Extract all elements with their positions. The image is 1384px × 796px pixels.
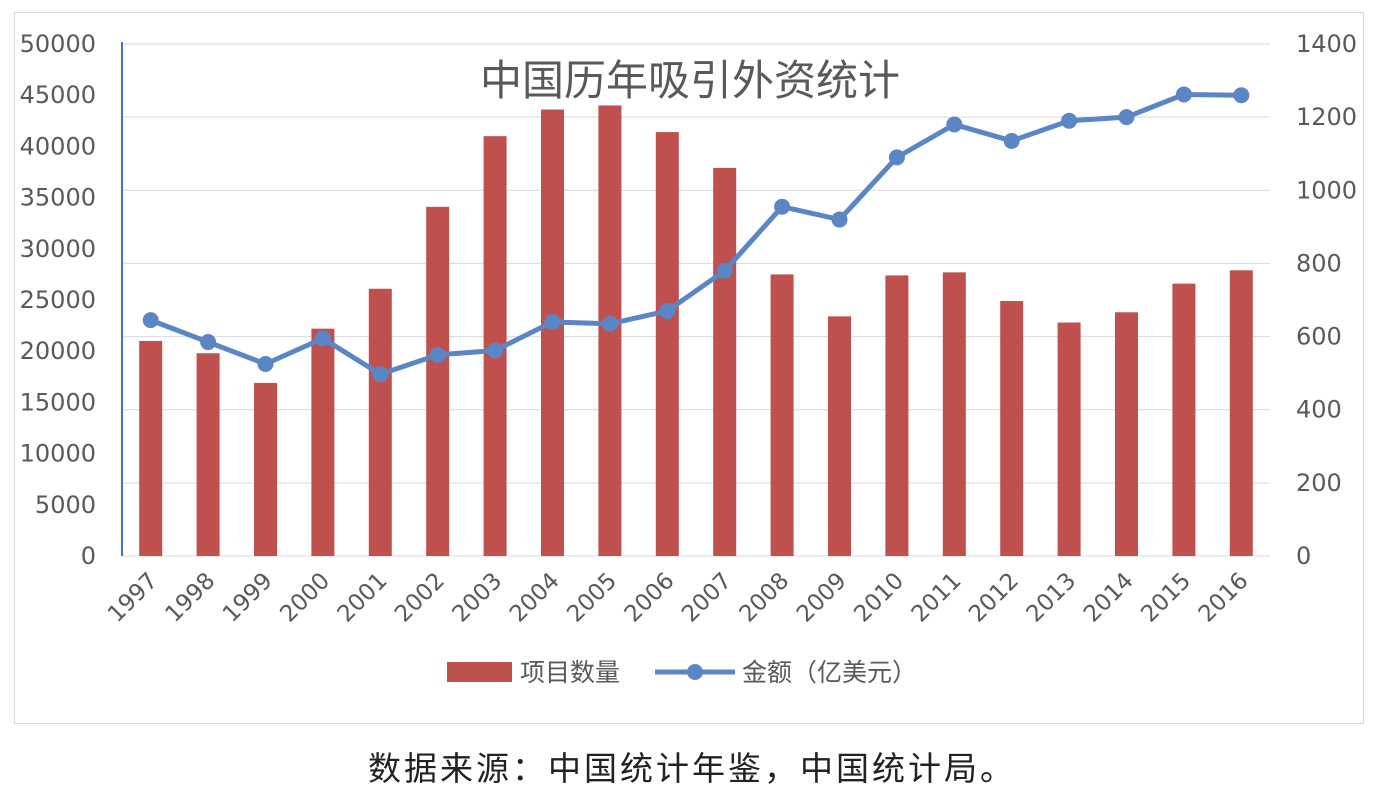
x-axis-tick-label: 2014 [1079,568,1139,628]
right-axis-tick-label: 0 [1296,542,1311,570]
bar [368,288,392,556]
chart-frame [14,12,1364,724]
line-point [1118,109,1135,126]
line-point [142,312,159,329]
left-axis-tick-label: 5000 [35,491,96,519]
x-axis-tick-label: 2013 [1022,568,1082,628]
bar [139,340,163,556]
x-axis-tick-label: 2000 [275,568,335,628]
line-point [1233,87,1250,104]
bar [828,316,851,556]
right-axis-tick-label: 800 [1296,249,1342,277]
bar [770,274,794,556]
line-series [142,86,1250,383]
x-axis-tick-label: 2003 [448,568,508,628]
bar-series [139,105,1253,557]
right-axis-tick-label: 1200 [1296,103,1357,131]
left-axis-tick-label: 30000 [20,235,96,263]
line-point [1003,132,1020,149]
left-axis-tick-label: 35000 [20,184,96,212]
x-axis-tick-label: 2012 [964,568,1024,628]
right-axis-tick-label: 1400 [1296,30,1357,58]
x-axis-tick-label: 2002 [390,568,450,628]
line-point [544,313,561,330]
axes: 0500010000150002000025000300003500040000… [20,30,1357,628]
bar [655,132,679,556]
line-point [946,116,963,133]
chart: 0500010000150002000025000300003500040000… [20,30,1357,687]
left-axis-tick-label: 50000 [20,30,96,58]
line-point [888,149,905,166]
bar [713,167,737,557]
bar [541,109,564,556]
line-series-path [148,91,1244,377]
bar [1229,270,1253,556]
bar [942,272,966,556]
line-point [774,198,791,215]
bar [1000,301,1024,556]
legend-line-marker [687,664,703,680]
line-point [429,346,446,363]
line-point [314,330,331,347]
line-point [831,211,848,228]
bar [196,353,220,556]
line-point [1061,112,1078,129]
x-axis-tick-label: 2001 [333,568,393,628]
line-point [659,302,676,319]
right-axis-tick-label: 400 [1296,396,1342,424]
line-point [1175,86,1192,103]
bar [885,275,909,556]
line-point [601,315,618,332]
x-axis-tick-label: 2015 [1136,568,1196,628]
x-axis-tick-label: 2008 [735,568,795,628]
bar [1172,283,1196,556]
line-point [200,334,217,351]
left-axis-tick-label: 20000 [20,337,96,365]
left-axis-tick-label: 0 [81,542,96,570]
x-axis-tick-label: 1997 [103,568,163,628]
legend-bar-label: 项目数量 [520,658,620,687]
right-axis-tick-label: 1000 [1296,176,1357,204]
line-point [372,366,389,383]
bar [1115,312,1138,556]
x-axis-tick-label: 2005 [562,568,622,628]
left-axis-tick-label: 10000 [20,440,96,468]
right-axis-tick-label: 200 [1296,469,1342,497]
line-point [487,342,504,359]
chart-title: 中国历年吸引外资统计 [480,56,900,105]
left-axis-tick-label: 25000 [20,286,96,314]
legend: 项目数量 金额（亿美元） [447,658,917,687]
x-axis-tick-label: 1998 [161,568,221,628]
right-axis-tick-label: 600 [1296,323,1342,351]
x-axis-tick-label: 2007 [677,568,737,628]
x-axis-tick-label: 2016 [1194,568,1254,628]
line-point [716,262,733,279]
x-axis-tick-label: 2011 [907,568,967,628]
left-axis-tick-label: 45000 [20,81,96,109]
bar [311,328,335,556]
left-axis-tick-label: 40000 [20,132,96,160]
x-axis-tick-label: 1999 [218,568,278,628]
bar [254,382,277,556]
x-axis-tick-label: 2009 [792,568,852,628]
source-note: 数据来源：中国统计年鉴，中国统计局。 [368,749,1016,788]
legend-line-label: 金额（亿美元） [742,658,917,687]
x-axis-tick-label: 2010 [849,568,909,628]
left-axis-tick-label: 15000 [20,388,96,416]
line-point [257,356,274,372]
x-axis-tick-label: 2004 [505,568,565,628]
bar [426,206,450,557]
bar [1057,322,1081,556]
x-axis-tick-label: 2006 [620,568,680,628]
legend-bar-swatch [447,662,512,682]
